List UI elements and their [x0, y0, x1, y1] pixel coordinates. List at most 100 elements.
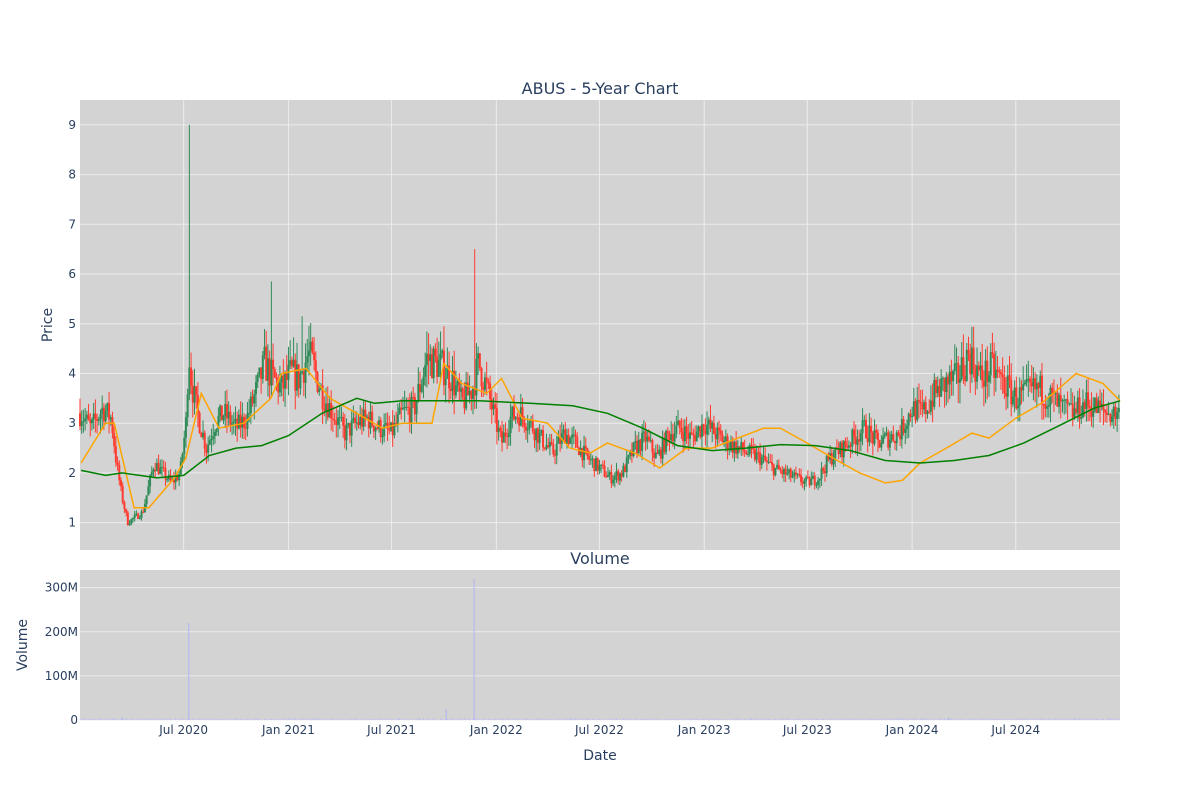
candle-body — [924, 402, 927, 414]
x-tick-label: Jul 2023 — [782, 723, 832, 737]
volume-bar — [1036, 718, 1038, 720]
volume-bar — [822, 718, 824, 720]
candle-body — [232, 421, 235, 424]
candle-body — [249, 396, 252, 414]
candle-body — [410, 396, 413, 423]
candle-body — [159, 467, 162, 474]
volume-bar — [698, 718, 700, 720]
volume-bar — [489, 718, 491, 720]
volume-bar — [111, 718, 113, 720]
volume-bar — [363, 719, 365, 720]
candle-body — [569, 437, 572, 444]
candle-body — [694, 435, 697, 442]
candle-body — [868, 425, 871, 443]
volume-bar — [1038, 718, 1040, 720]
volume-bar — [332, 718, 334, 720]
volume-bar — [1007, 719, 1009, 720]
candle-body — [360, 416, 363, 427]
volume-bar — [426, 718, 428, 720]
candle-body — [478, 353, 481, 369]
volume-bar — [1014, 718, 1016, 720]
volume-bar — [229, 718, 231, 720]
volume-bar — [586, 718, 588, 720]
volume-bar — [132, 718, 134, 720]
volume-bar — [306, 718, 308, 720]
volume-bar — [590, 719, 592, 720]
volume-bar — [129, 719, 131, 720]
volume-bar — [660, 719, 662, 720]
candle-body — [606, 474, 609, 478]
candle-body — [900, 419, 903, 440]
candle-body — [266, 358, 269, 381]
candle-body — [993, 353, 996, 378]
candle-body — [526, 428, 529, 431]
candle-body — [253, 394, 256, 404]
candle-body — [890, 434, 893, 440]
candle-body — [408, 407, 411, 423]
volume-bar — [258, 718, 260, 720]
volume-bar — [1043, 718, 1045, 720]
candle-body — [680, 427, 683, 433]
candle-body — [446, 365, 449, 379]
candle-body — [157, 463, 160, 474]
candle-body — [116, 462, 119, 465]
candle-body — [972, 347, 975, 370]
candle-body — [523, 417, 526, 427]
candle-body — [899, 435, 902, 440]
candle-body — [1078, 397, 1081, 419]
candle-body — [929, 400, 932, 412]
volume-bar — [885, 719, 887, 720]
candle-body — [892, 434, 895, 442]
volume-bar — [1041, 718, 1043, 720]
candle-body — [90, 419, 93, 424]
volume-bar — [942, 718, 944, 720]
candle-body — [962, 357, 965, 376]
candle-body — [222, 416, 225, 421]
volume-bar — [638, 719, 640, 720]
price-plot-area — [80, 100, 1120, 550]
volume-bar — [551, 718, 553, 720]
candle-body — [813, 475, 816, 486]
candle-body — [244, 427, 247, 429]
candle-body — [461, 388, 464, 398]
candle-body — [1058, 395, 1061, 407]
candle-body — [497, 427, 500, 432]
candle-body — [605, 476, 608, 478]
volume-bar — [648, 718, 650, 720]
volume-bar — [134, 719, 136, 720]
volume-bar — [410, 719, 412, 720]
candle-body — [666, 430, 669, 434]
candle-body — [181, 453, 184, 462]
volume-bar — [81, 718, 83, 720]
candle-body — [234, 418, 237, 422]
volume-bar — [234, 718, 236, 720]
volume-bar — [544, 719, 546, 720]
volume-bar — [532, 718, 534, 720]
volume-bar — [653, 719, 655, 720]
volume-bar — [315, 718, 317, 720]
volume-bar — [904, 718, 906, 720]
candle-body — [483, 377, 486, 390]
volume-bar — [834, 719, 836, 720]
candle-body — [1001, 374, 1004, 378]
candle-body — [1102, 403, 1105, 410]
candle-body — [677, 420, 680, 426]
volume-bar — [246, 719, 248, 720]
candle-body — [1015, 387, 1018, 409]
candle-body — [996, 369, 999, 371]
candle-body — [721, 434, 724, 443]
candle-body — [96, 418, 99, 421]
volume-bar — [334, 719, 336, 720]
candle-body — [355, 422, 358, 424]
candle-body — [101, 407, 104, 414]
price-y-axis-label: Price — [40, 308, 56, 342]
candle-body — [1090, 407, 1093, 417]
candle-body — [331, 418, 334, 420]
candle-body — [904, 428, 907, 433]
volume-bar — [253, 718, 255, 720]
candle-body — [979, 365, 982, 371]
x-tick-label: Jan 2023 — [677, 723, 731, 737]
candle-body — [1083, 402, 1086, 409]
volume-bar — [472, 719, 474, 720]
volume-bar — [938, 718, 940, 720]
